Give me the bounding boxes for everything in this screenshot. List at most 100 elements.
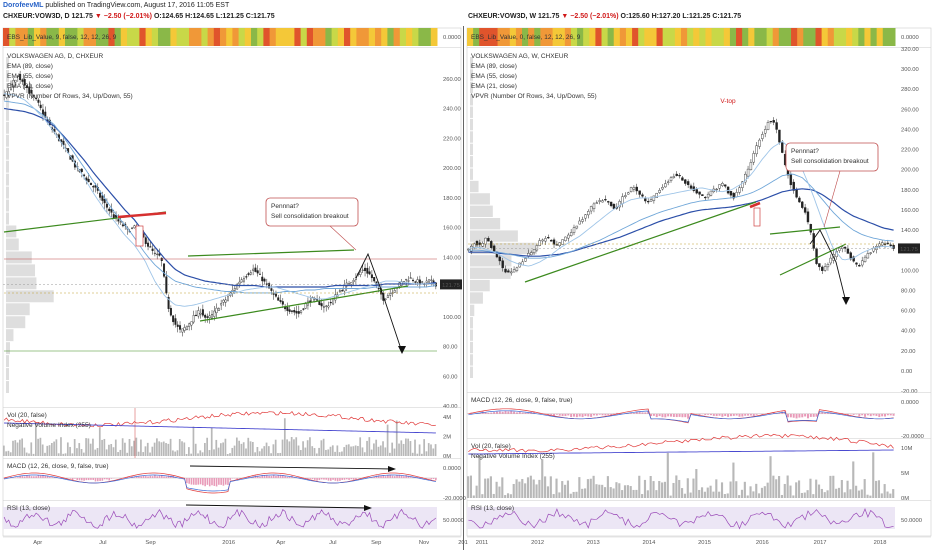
candle-body [62, 140, 65, 146]
daily-chart[interactable]: EBS_Lib_Value, 9, false, 12, 12, 26, 9 0.… [2, 27, 468, 546]
callout-pointer[interactable] [823, 170, 841, 228]
weekly-pennant-upper[interactable] [769, 226, 841, 235]
volume-bar [302, 441, 304, 456]
projection-arrowhead[interactable] [398, 346, 406, 354]
volume-bar [76, 448, 78, 456]
macd-hist-bar [806, 413, 809, 419]
volume-bar [524, 483, 527, 498]
volume-bar [815, 479, 818, 498]
weekly-chart[interactable]: EBS_Lib_Value, 0, false, 12, 12, 26, 9 0.… [466, 27, 932, 546]
weekly-arrowhead[interactable] [842, 297, 850, 305]
volume-bar [359, 437, 362, 456]
candle-body [512, 269, 516, 273]
weekly-trendline-green[interactable] [524, 201, 757, 283]
candle-body [547, 237, 550, 239]
projection-arrow[interactable] [355, 252, 403, 353]
volume-bar [363, 452, 366, 456]
breakdown-red-segment[interactable] [117, 211, 167, 219]
macd-hist-bar [94, 478, 97, 482]
candle-body [729, 191, 733, 196]
heatmap-cell [729, 28, 737, 46]
left-symbol[interactable]: CHXEUR:VOW3D, D [3, 13, 70, 20]
volume-profile-bar [6, 82, 9, 95]
candle-body [589, 206, 593, 212]
volume-bar [467, 476, 470, 498]
candle-body [763, 129, 767, 134]
macd-hist-bar [218, 478, 220, 485]
candle-body [131, 227, 134, 229]
macd-divergence-arrow[interactable] [189, 465, 393, 470]
volume-bar [395, 420, 398, 456]
volume-bar [286, 439, 288, 456]
macd-hist-bar [732, 413, 735, 416]
candle-body [638, 190, 641, 195]
heatmap-cell [577, 28, 584, 46]
macd-hist-bar [288, 476, 291, 478]
volume-bar [544, 476, 547, 498]
macd-hist-bar [416, 476, 419, 478]
heatmap-cell [145, 28, 153, 46]
weekly-gap-box[interactable] [753, 207, 761, 227]
annotation-callout[interactable] [785, 142, 879, 172]
author-name[interactable]: DorofeevML [3, 2, 44, 9]
ema-line-89 [4, 107, 437, 288]
volume-bar [652, 481, 655, 498]
annotation-callout[interactable] [265, 197, 359, 227]
heatmap-cell [754, 28, 761, 46]
pennant-upper-line[interactable] [187, 249, 355, 257]
left-change: −2.50 (−2.01%) [103, 13, 152, 20]
candle-body [414, 281, 417, 283]
macd-hist-bar [684, 413, 687, 418]
pane-tick-label: 10M [901, 446, 912, 452]
candle-body [538, 240, 541, 246]
macd-hist-bar [87, 478, 90, 481]
y-tick-label: -20.00 [901, 389, 917, 395]
macd-hist-bar [721, 413, 724, 417]
volume-profile-bar [470, 292, 483, 304]
heatmap-cell [528, 28, 535, 46]
candle-body [684, 179, 687, 184]
volume-bar [889, 493, 892, 498]
callout-pointer-left[interactable] [329, 225, 357, 251]
rsi-arrowhead[interactable] [364, 505, 372, 511]
heatmap-cell [760, 28, 768, 46]
volume-bar [489, 476, 492, 498]
volume-bar [204, 442, 206, 456]
right-symbol[interactable]: CHXEUR:VOW3D, W [468, 13, 537, 20]
volume-bar [546, 486, 550, 498]
heatmap-cell [89, 28, 97, 46]
y-tick-label: 280.00 [901, 87, 919, 93]
macd-hist-bar [881, 413, 884, 417]
macd-hist-bar [389, 474, 391, 478]
macd-hist-bar [747, 413, 750, 416]
candle-body [384, 298, 387, 300]
weekly-projection-arrow[interactable] [809, 229, 847, 303]
volume-bar [797, 480, 801, 498]
volume-profile-bar [6, 238, 19, 251]
rsi-divergence-arrow[interactable] [185, 504, 369, 509]
macd-hist-bar [432, 478, 435, 480]
candle-body [841, 246, 844, 249]
volume-bar [5, 451, 7, 456]
volume-profile-bar [6, 199, 9, 212]
candle-body [869, 252, 872, 254]
volume-bar [103, 438, 106, 456]
volume-bar [746, 495, 749, 498]
volume-bar [740, 489, 744, 498]
macd-hist-bar [199, 478, 202, 485]
weekly-breakdown-red[interactable] [749, 201, 761, 209]
down-arrow-icon: ▼ [94, 13, 102, 20]
macd-hist-bar [23, 476, 26, 478]
volume-profile-bar [6, 173, 9, 186]
macd-arrowhead[interactable] [388, 466, 396, 472]
macd-hist-bar [83, 478, 85, 481]
weekly-pennant-lower[interactable] [779, 243, 847, 276]
candle-body [288, 309, 291, 312]
gap-marker-box[interactable] [135, 225, 144, 247]
candle-body [855, 262, 858, 265]
pennant-lower-line[interactable] [199, 285, 409, 322]
volume-bar [643, 479, 647, 498]
volume-bar [190, 453, 193, 456]
macd-hist-bar [309, 478, 312, 479]
